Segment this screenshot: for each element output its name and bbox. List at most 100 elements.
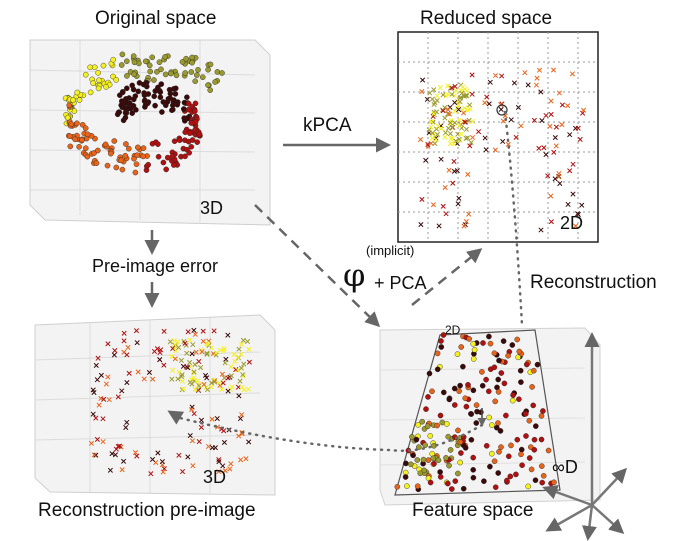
- reduced-point: [482, 135, 488, 141]
- feature-point: [518, 379, 524, 385]
- pre-image-point: [178, 357, 184, 364]
- swiss-roll-point: [66, 102, 72, 109]
- feature-point: [498, 370, 505, 376]
- pre-image-point: [173, 343, 179, 349]
- feature-point: [414, 483, 421, 490]
- feature-point: [538, 436, 545, 443]
- feature-point: [528, 466, 535, 473]
- pre-image-point: [103, 381, 109, 387]
- swiss-roll-point: [152, 102, 158, 109]
- feature-point: [446, 462, 452, 469]
- feature-point: [470, 454, 477, 461]
- swiss-roll-point: [183, 55, 189, 62]
- pre-image-point: [182, 340, 188, 346]
- swiss-roll-point: [123, 141, 129, 147]
- feature-point: [530, 402, 537, 409]
- feature-point: [455, 427, 461, 434]
- feature-point: [523, 410, 529, 417]
- pre-image-point: [181, 386, 187, 392]
- reduced-point: [437, 85, 443, 91]
- pre-image-point: [229, 384, 235, 390]
- feature-point: [468, 436, 475, 443]
- feature-point: [518, 451, 524, 458]
- swiss-roll-point: [87, 89, 94, 96]
- swiss-roll-point: [132, 169, 139, 176]
- swiss-roll-point: [155, 141, 161, 147]
- feature-point: [420, 456, 427, 463]
- pre-image-point: [245, 386, 251, 392]
- reduced-point: [420, 77, 426, 83]
- reduced-point: [462, 105, 468, 111]
- reduced-point: [570, 161, 576, 167]
- swiss-roll-point: [173, 72, 180, 79]
- swiss-roll-point: [102, 141, 109, 148]
- dim-label-infinite: ∞D: [552, 457, 578, 477]
- feature-point: [492, 484, 499, 491]
- panel-reduced-space: [397, 31, 599, 243]
- pre-image-point: [161, 362, 167, 368]
- pre-image-point: [219, 371, 225, 377]
- pre-image-point: [124, 380, 130, 386]
- reduced-point: [438, 126, 444, 132]
- reduced-point: [547, 123, 553, 129]
- pre-image-point: [213, 352, 219, 358]
- pre-image-point: [158, 347, 164, 353]
- pre-image-point: [214, 415, 220, 422]
- reduced-point: [533, 82, 539, 88]
- feature-point: [408, 461, 414, 468]
- pre-image-point: [112, 452, 119, 458]
- feature-point: [516, 396, 522, 403]
- pre-image-point: [185, 454, 191, 460]
- swiss-roll-point: [185, 106, 192, 113]
- pre-image-point: [196, 383, 202, 389]
- swiss-roll-point: [111, 138, 118, 144]
- swiss-roll-point: [72, 136, 78, 143]
- pre-image-point: [222, 360, 228, 366]
- pre-image-point: [191, 370, 197, 376]
- reduced-point: [543, 112, 549, 119]
- feature-point: [492, 398, 499, 405]
- reduced-point: [482, 100, 488, 106]
- swiss-roll-point: [113, 77, 119, 83]
- feature-point: [533, 423, 539, 429]
- swiss-roll-point: [82, 71, 89, 78]
- swiss-roll-point: [119, 89, 126, 96]
- swiss-roll-point: [130, 53, 137, 59]
- swiss-roll-point: [74, 89, 81, 96]
- feature-point: [463, 403, 470, 410]
- pre-image-point: [200, 338, 206, 344]
- pre-image-point: [198, 417, 204, 423]
- pre-image-point: [148, 471, 154, 477]
- reduced-point: [430, 202, 436, 208]
- pre-image-point: [220, 463, 226, 469]
- feature-point: [526, 455, 533, 461]
- reduced-point: [456, 106, 462, 113]
- feature-point: [415, 444, 422, 450]
- pre-image-point: [227, 466, 233, 472]
- reconstruction-pre-image-title: Reconstruction pre-image: [38, 500, 256, 521]
- feature-point: [496, 448, 502, 455]
- swiss-roll-point: [169, 153, 176, 159]
- feature-space-title: Feature space: [412, 500, 534, 521]
- reduced-point: [538, 227, 544, 233]
- feature-point: [424, 423, 431, 430]
- swiss-roll-point: [110, 56, 116, 63]
- swiss-roll-point: [142, 58, 149, 65]
- phi-symbol: φ: [343, 256, 366, 294]
- feature-point: [491, 350, 498, 357]
- pre-image-point: [126, 370, 132, 376]
- 2d-plane: [394, 329, 561, 496]
- plus-pca-label: + PCA: [374, 273, 427, 293]
- reduced-point: [553, 143, 559, 149]
- feature-point: [539, 463, 545, 469]
- swiss-roll-point: [207, 61, 214, 68]
- swiss-roll-point: [66, 133, 73, 139]
- feature-point: [470, 387, 477, 394]
- feature-point: [532, 477, 539, 484]
- reduced-point: [553, 124, 560, 130]
- feature-point: [452, 478, 459, 484]
- pre-image-point: [238, 365, 244, 371]
- pre-image-point: [193, 349, 199, 355]
- reduced-point: [559, 122, 565, 128]
- pre-image-point: [124, 352, 130, 358]
